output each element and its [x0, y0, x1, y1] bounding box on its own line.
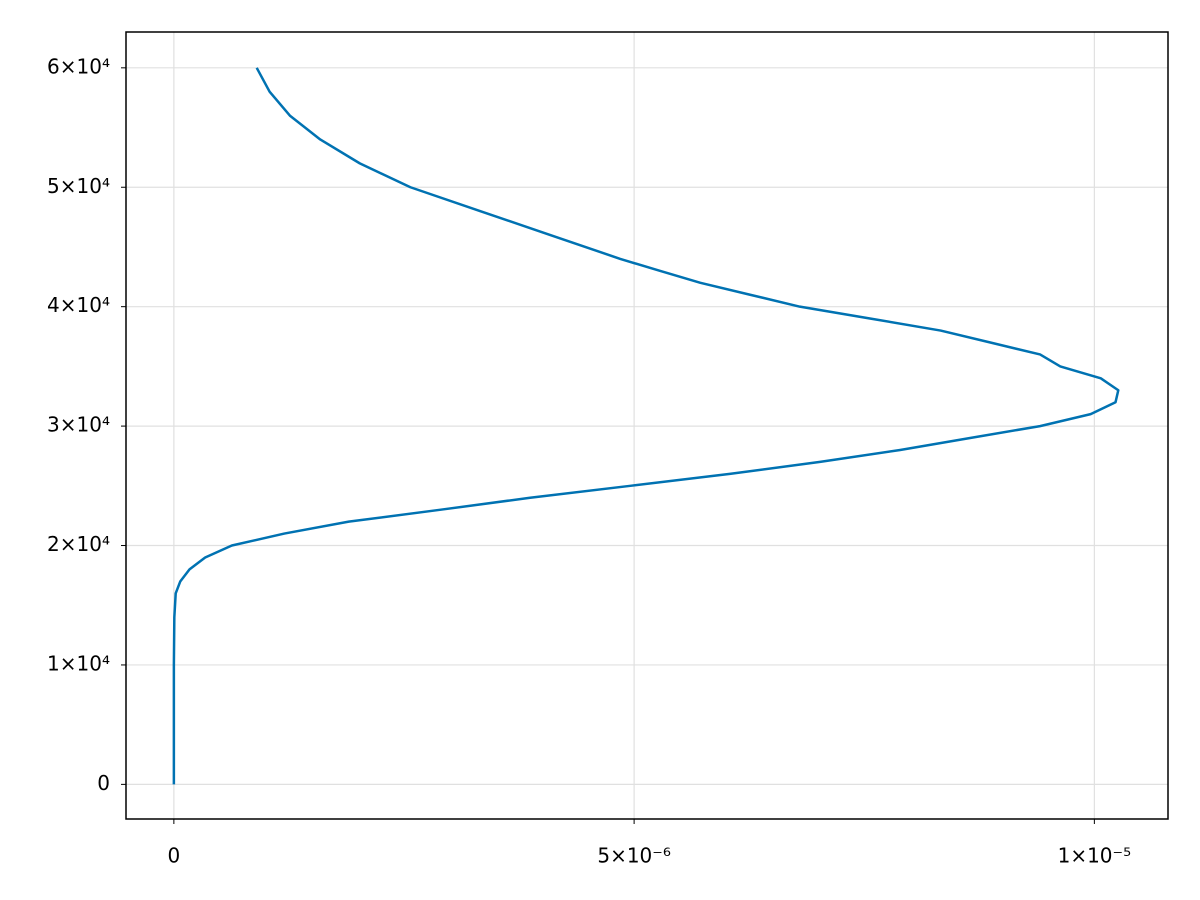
data-line	[172, 67, 1120, 785]
tick-labels: 0 5×10⁻⁶ 1×10⁻⁵ 0 1×10⁴ 2×10⁴ 3×10⁴ 4×10⁴ 5×10⁴ 6…	[47, 54, 1131, 867]
x-tick-label: 0	[167, 844, 180, 868]
y-tick-label: 5×10⁴	[47, 174, 110, 198]
y-tick-label: 3×10⁴	[47, 413, 110, 437]
plot-frame	[125, 31, 1169, 820]
y-tick-label: 1×10⁴	[47, 651, 110, 675]
y-tick-label: 0	[97, 771, 110, 795]
x-tick-label: 1×10⁻⁵	[1058, 844, 1132, 868]
x-tick-label: 5×10⁻⁶	[597, 844, 671, 868]
y-tick-label: 6×10⁴	[47, 54, 110, 78]
y-tick-label: 2×10⁴	[47, 532, 110, 556]
y-tick-label: 4×10⁴	[47, 293, 110, 317]
grid	[121, 32, 1168, 824]
lines	[172, 67, 1120, 785]
